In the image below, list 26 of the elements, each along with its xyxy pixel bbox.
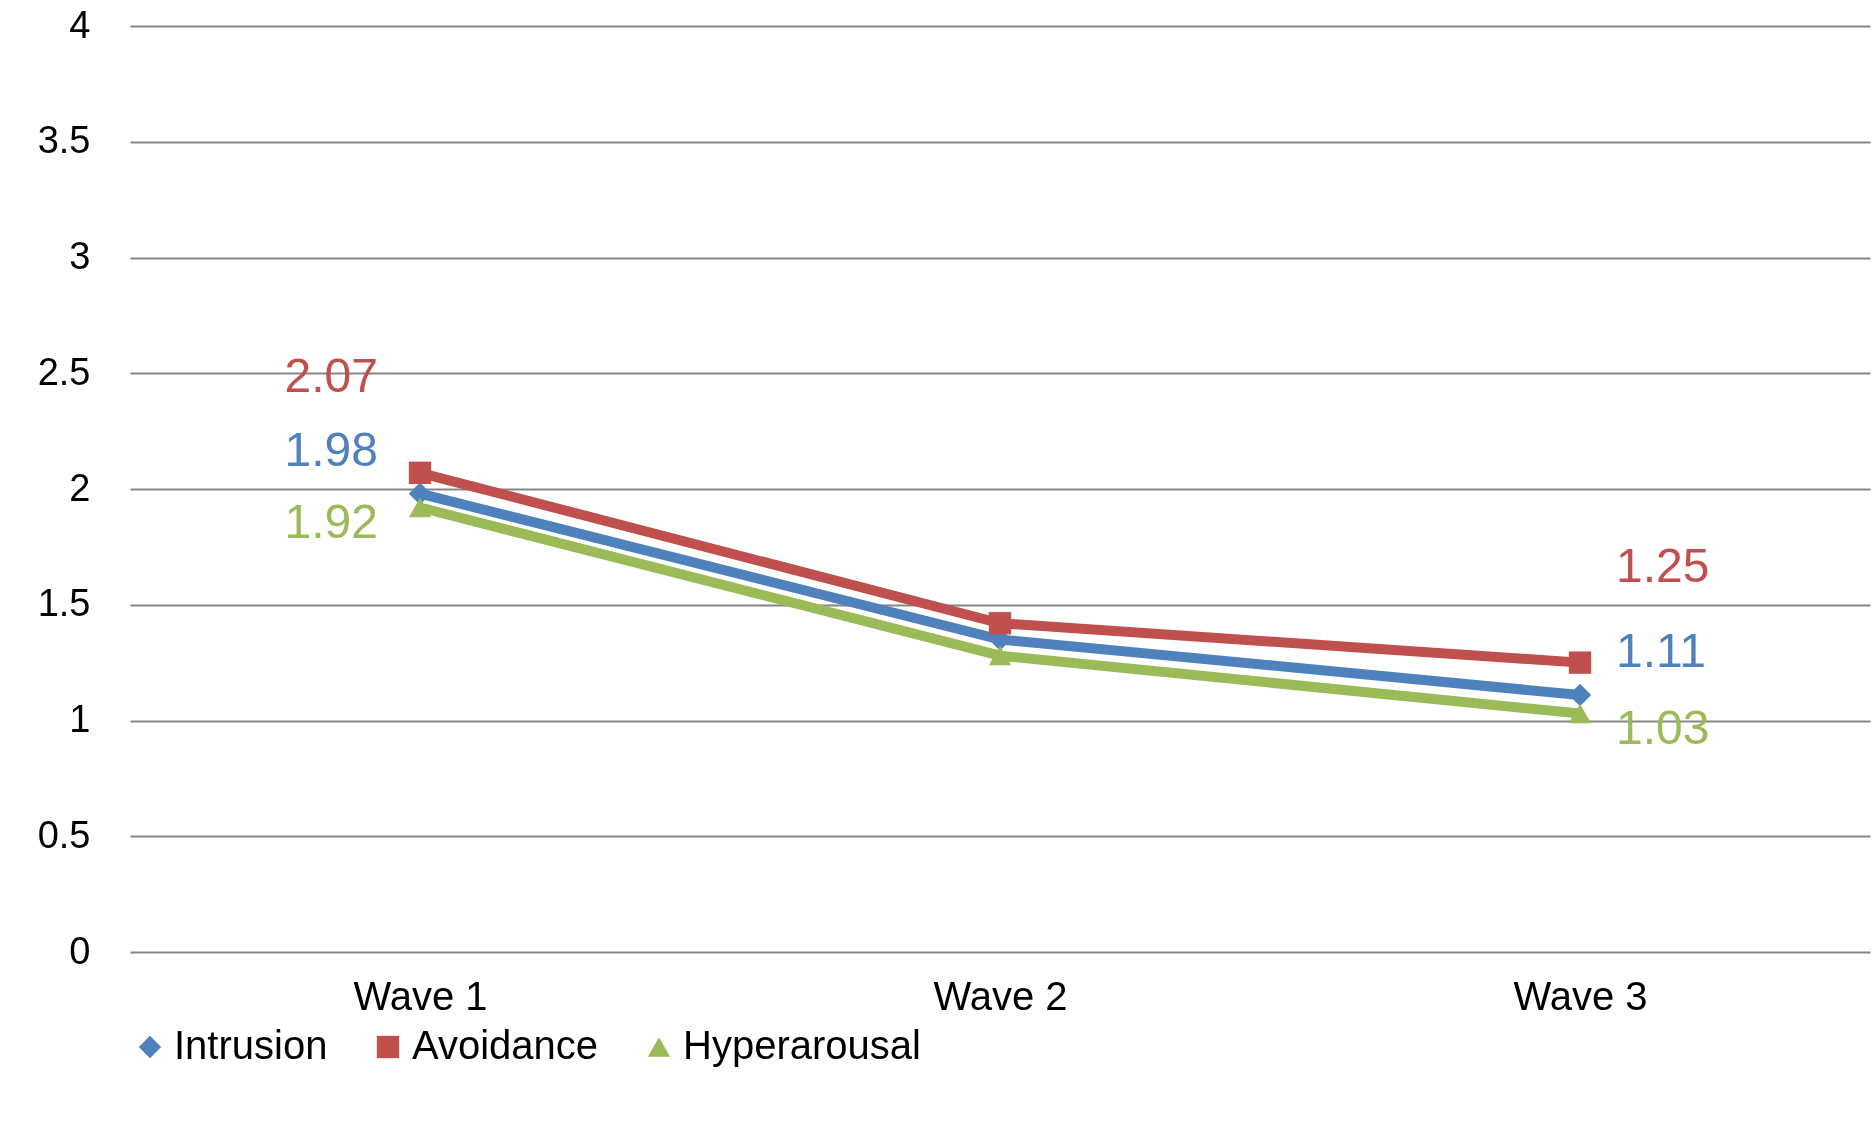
point [408, 482, 432, 505]
y-tick-label: 3 [69, 235, 91, 277]
data-label: 1.98 [284, 422, 378, 476]
point [408, 497, 432, 518]
y-tick-label: 0 [69, 929, 91, 972]
y-tick-label: 1 [69, 698, 91, 740]
y-tick-label: 3.5 [37, 119, 91, 162]
data-label: 1.11 [1616, 624, 1706, 678]
legend-label: Avoidance [412, 1023, 599, 1067]
x-tick-label: Wave 3 [1513, 973, 1648, 1018]
y-tick-label: 2 [69, 466, 91, 509]
y-tick-label: 0.5 [37, 813, 91, 856]
y-tick-label: 1.5 [37, 582, 91, 625]
data-label: 1.25 [1616, 538, 1710, 592]
x-tick-label: Wave 1 [353, 973, 488, 1018]
legend-label: Hyperarousal [683, 1023, 921, 1067]
point [988, 646, 1012, 666]
x-tick-label: Wave 2 [933, 973, 1068, 1018]
point [1568, 651, 1592, 674]
point [1568, 703, 1592, 724]
point [988, 612, 1012, 635]
y-tick-label: 4 [69, 3, 91, 46]
data-label: 1.92 [284, 494, 378, 548]
point [408, 461, 432, 484]
y-tick-label: 2.5 [37, 350, 91, 393]
legend-label: Intrusion [174, 1023, 328, 1067]
